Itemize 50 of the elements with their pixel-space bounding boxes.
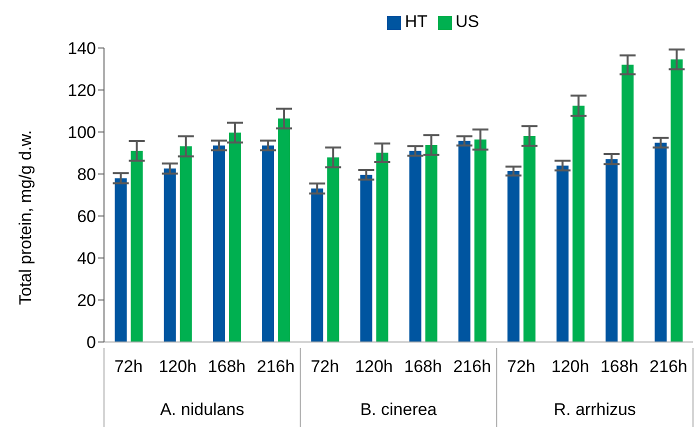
legend-label: US	[456, 12, 480, 31]
bar	[311, 188, 324, 342]
bar	[228, 132, 241, 342]
bar	[212, 145, 225, 342]
y-tick-label: 40	[77, 249, 96, 268]
y-tick-label: 0	[86, 333, 96, 352]
y-tick-label: 100	[68, 123, 96, 142]
bar	[409, 150, 422, 342]
x-tick-label: 216h	[650, 357, 688, 376]
bar	[622, 64, 634, 342]
x-tick-label: 72h	[114, 357, 143, 376]
bar	[327, 157, 340, 342]
text: B. cinerea	[360, 400, 438, 419]
bar	[572, 106, 585, 342]
bar	[523, 136, 536, 342]
bar	[507, 171, 520, 342]
y-tick-label: 140	[68, 39, 96, 58]
x-tick-label: 216h	[256, 357, 295, 376]
bar	[180, 146, 192, 342]
y-tick-label: 80	[77, 165, 96, 184]
y-tick-label: 120	[68, 81, 96, 100]
text: A. nidulans	[160, 400, 244, 419]
bar	[262, 145, 274, 342]
x-tick-label: 168h	[404, 357, 442, 376]
y-axis-title: Total protein, mg/g d.w.	[16, 130, 36, 305]
legend-label: HT	[404, 12, 428, 31]
bar	[278, 118, 290, 342]
y-tick-label: 20	[77, 291, 96, 310]
bar	[606, 159, 618, 342]
x-tick-label: 120h	[158, 357, 197, 376]
y-tick-label: 60	[77, 207, 96, 226]
text: R. arrhizus	[554, 400, 636, 419]
bar	[130, 150, 143, 342]
x-tick-label: 168h	[600, 357, 638, 376]
bar	[654, 142, 667, 342]
x-tick-label: 120h	[355, 357, 393, 376]
bar	[164, 168, 176, 342]
bar	[425, 145, 438, 342]
bar	[670, 59, 683, 342]
bar	[376, 152, 388, 342]
x-tick-label: 168h	[208, 357, 246, 376]
bar	[474, 140, 486, 342]
x-tick-label: 72h	[507, 357, 536, 376]
bar	[360, 174, 372, 342]
bar	[458, 140, 470, 342]
x-tick-label: 216h	[453, 357, 492, 376]
x-tick-label: 72h	[310, 357, 340, 376]
bar	[114, 178, 127, 342]
x-tick-label: 120h	[551, 357, 590, 376]
bar	[556, 166, 569, 342]
